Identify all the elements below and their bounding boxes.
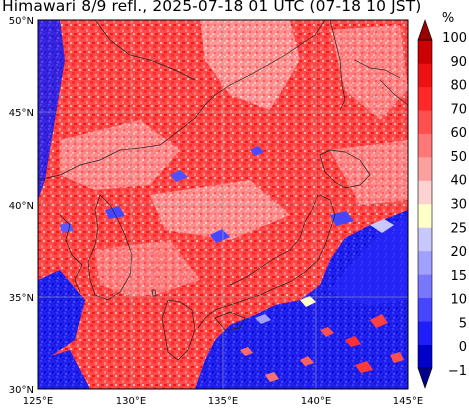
lon-label: 135°E xyxy=(208,396,238,407)
colorbar-segment xyxy=(418,344,432,369)
colorbar-segment xyxy=(418,321,432,345)
colorbar-tick-label: 5 xyxy=(459,316,467,331)
longitude-labels: 125°E 130°E 135°E 140°E 145°E xyxy=(23,396,423,407)
graticule xyxy=(38,20,408,389)
colorbar-segment xyxy=(418,250,432,275)
lat-label: 50°N xyxy=(9,16,34,27)
lat-label: 35°N xyxy=(9,293,34,304)
lon-label: 125°E xyxy=(23,396,53,407)
colorbar-tick-label: 40 xyxy=(450,174,467,189)
colorbar-tick-label: 70 xyxy=(450,102,467,117)
lon-label: 130°E xyxy=(116,396,146,407)
lat-label: 30°N xyxy=(9,385,34,396)
colorbar-tick-label: 0 xyxy=(459,340,467,355)
colorbar-tick-label: 90 xyxy=(450,55,467,70)
map-title: Himawari 8/9 refl., 2025-07-18 01 UTC (0… xyxy=(2,0,422,15)
colorbar-segment xyxy=(418,110,432,135)
colorbar-segment xyxy=(418,157,432,181)
map-frame xyxy=(37,19,409,390)
coastlines xyxy=(38,20,408,361)
colorbar-tick-label: 80 xyxy=(450,79,467,94)
lon-label: 145°E xyxy=(393,396,423,407)
lat-label: 40°N xyxy=(9,201,34,212)
colorbar-unit: % xyxy=(442,11,454,26)
colorbar-segment xyxy=(418,297,432,322)
colorbar-segment xyxy=(418,274,432,299)
colorbar-segment xyxy=(418,63,432,88)
lat-label: 45°N xyxy=(9,108,34,119)
colorbar-segment xyxy=(418,86,432,111)
colorbar-segment xyxy=(417,19,433,41)
colorbar-frame xyxy=(417,39,433,369)
colorbar-segment xyxy=(418,133,432,158)
colorbar-tick-label: 15 xyxy=(450,269,467,284)
colorbar-tick-label: 20 xyxy=(450,245,467,260)
lon-label: 140°E xyxy=(301,396,331,407)
colorbar-segment xyxy=(418,180,432,205)
colorbar-segment xyxy=(418,204,432,228)
colorbar-segment xyxy=(418,227,432,252)
colorbar-tick-label: 100 xyxy=(442,31,467,46)
colorbar-segment xyxy=(418,40,432,64)
latitude-labels: 50°N 45°N 40°N 35°N 30°N xyxy=(9,16,34,396)
colorbar-tick-label: 25 xyxy=(450,221,467,236)
colorbar-tick-label: 50 xyxy=(450,150,467,165)
colorbar-tick-label: 30 xyxy=(450,198,467,213)
colorbar-tick-label: 60 xyxy=(450,126,467,141)
colorbar-segment xyxy=(417,367,433,389)
colorbar-tick-label: −1 xyxy=(448,364,467,379)
colorbar-tick-label: 10 xyxy=(450,293,467,308)
